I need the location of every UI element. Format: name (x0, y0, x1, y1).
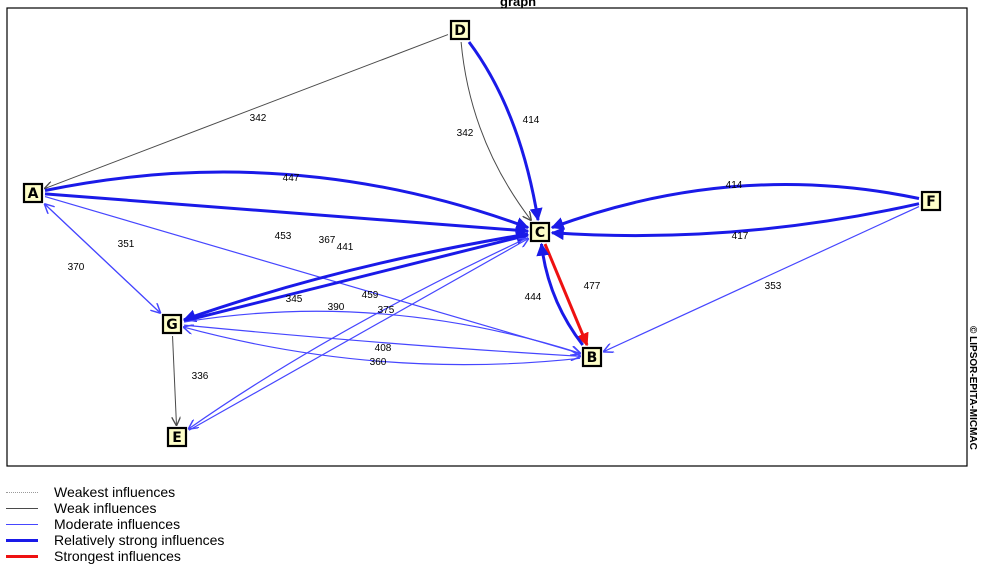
node-g: G (161, 313, 183, 335)
legend-relatively-strong-label: Relatively strong influences (54, 532, 225, 548)
edge-label-b-g: 360 (370, 357, 387, 368)
edge-b-c-444 (536, 242, 584, 346)
node-d-label: D (454, 23, 466, 39)
legend-item-weak: Weak influences (6, 500, 224, 516)
edge-label-d-a: 342 (250, 113, 267, 124)
node-c: C (529, 221, 551, 243)
node-f-label: F (926, 194, 936, 210)
edge-a-c-453 (44, 192, 530, 237)
legend-item-weakest: Weakest influences (6, 484, 224, 500)
legend-item-relatively-strong: Relatively strong influences (6, 532, 224, 548)
node-a: A (22, 182, 44, 204)
edge-label-b-c: 444 (525, 292, 542, 303)
legend-weakest-label: Weakest influences (54, 484, 176, 500)
node-c-label: C (535, 225, 545, 241)
node-a-label: A (28, 186, 39, 202)
edge-label-d-c: 342 (457, 128, 474, 139)
legend-item-moderate: Moderate influences (6, 516, 224, 532)
edge-label-g-e: 336 (192, 371, 209, 382)
node-e: E (166, 426, 188, 448)
node-b: B (581, 346, 603, 368)
edge-label-f-b: 353 (765, 281, 782, 292)
legend-item-strongest: Strongest influences (6, 548, 224, 564)
edge-c-e-390 (189, 237, 529, 429)
node-d-box (449, 19, 471, 41)
graph-frame (6, 7, 968, 467)
legend-moderate-line (6, 523, 38, 525)
edge-d-a-342 (45, 34, 449, 189)
legend-weak-line (6, 507, 38, 509)
edge-d-c-414 (467, 41, 543, 222)
node-a-box (22, 182, 44, 204)
edge-label-g-a: 370 (68, 262, 85, 273)
node-f: F (920, 190, 942, 212)
edge-label-d-c: 414 (523, 115, 540, 126)
legend-weak-label: Weak influences (54, 500, 157, 516)
node-b-label: B (587, 350, 598, 366)
nodes-layer: A B C D E F G (22, 19, 942, 448)
edge-f-c-417 (550, 202, 920, 241)
legend-strongest-line (6, 554, 38, 558)
edge-label-c-b: 477 (584, 281, 601, 292)
node-g-label: G (166, 317, 178, 333)
node-g-box (161, 313, 183, 335)
edge-a-c-447 (44, 170, 530, 230)
legend-relatively-strong-line (6, 538, 38, 542)
edge-g-b-345 (183, 310, 580, 353)
edge-label-a-b: 367 (319, 235, 336, 246)
edge-g-a-370 (45, 204, 161, 314)
edge-d-c-342 (460, 41, 531, 220)
node-c-box (529, 221, 551, 243)
edge-g-c-441 (183, 231, 530, 323)
edge-label-g-b: 345 (286, 294, 303, 305)
edge-label-g-c: 441 (337, 242, 354, 253)
node-d: D (449, 19, 471, 41)
edges-layer (44, 34, 920, 431)
node-e-label: E (172, 430, 182, 446)
node-e-box (166, 426, 188, 448)
legend: Weakest influences Weak influences Moder… (6, 484, 224, 564)
edge-label-a-c: 447 (283, 173, 300, 184)
edge-f-b-353 (604, 205, 920, 352)
edge-e-c-375 (188, 239, 528, 431)
edge-label-e-c: 375 (378, 305, 395, 316)
edge-label-c-e: 390 (328, 302, 345, 313)
node-f-box (920, 190, 942, 212)
legend-strongest-label: Strongest influences (54, 548, 181, 564)
edge-label-a-g: 351 (118, 239, 135, 250)
edge-c-g-459 (182, 232, 529, 323)
copyright-text: © LIPSOR-EPITA-MICMAC (967, 326, 978, 450)
legend-moderate-label: Moderate influences (54, 516, 181, 532)
edge-g-b-408 (183, 324, 580, 356)
edge-label-f-c: 417 (732, 231, 749, 242)
edge-labels-layer: 3423424144474534144173534774443513703674… (68, 113, 782, 382)
edge-g-e-336 (173, 335, 177, 425)
influence-graph: graph 342 342 414 447 453 414 417 353 477 444 351 3… (6, 0, 978, 467)
edge-f-c-414 (550, 183, 920, 230)
edge-a-b-367 (44, 195, 580, 354)
node-b-box (581, 346, 603, 368)
edge-label-g-b: 408 (375, 343, 392, 354)
edge-label-f-c: 414 (726, 180, 743, 191)
edge-c-b-477 (543, 243, 589, 347)
edge-label-a-c: 453 (275, 231, 292, 242)
graph-title-fragment: graph (500, 0, 536, 9)
legend-weakest-line (6, 491, 38, 493)
edge-b-g-360 (184, 327, 581, 366)
edge-label-c-g: 459 (362, 290, 379, 301)
